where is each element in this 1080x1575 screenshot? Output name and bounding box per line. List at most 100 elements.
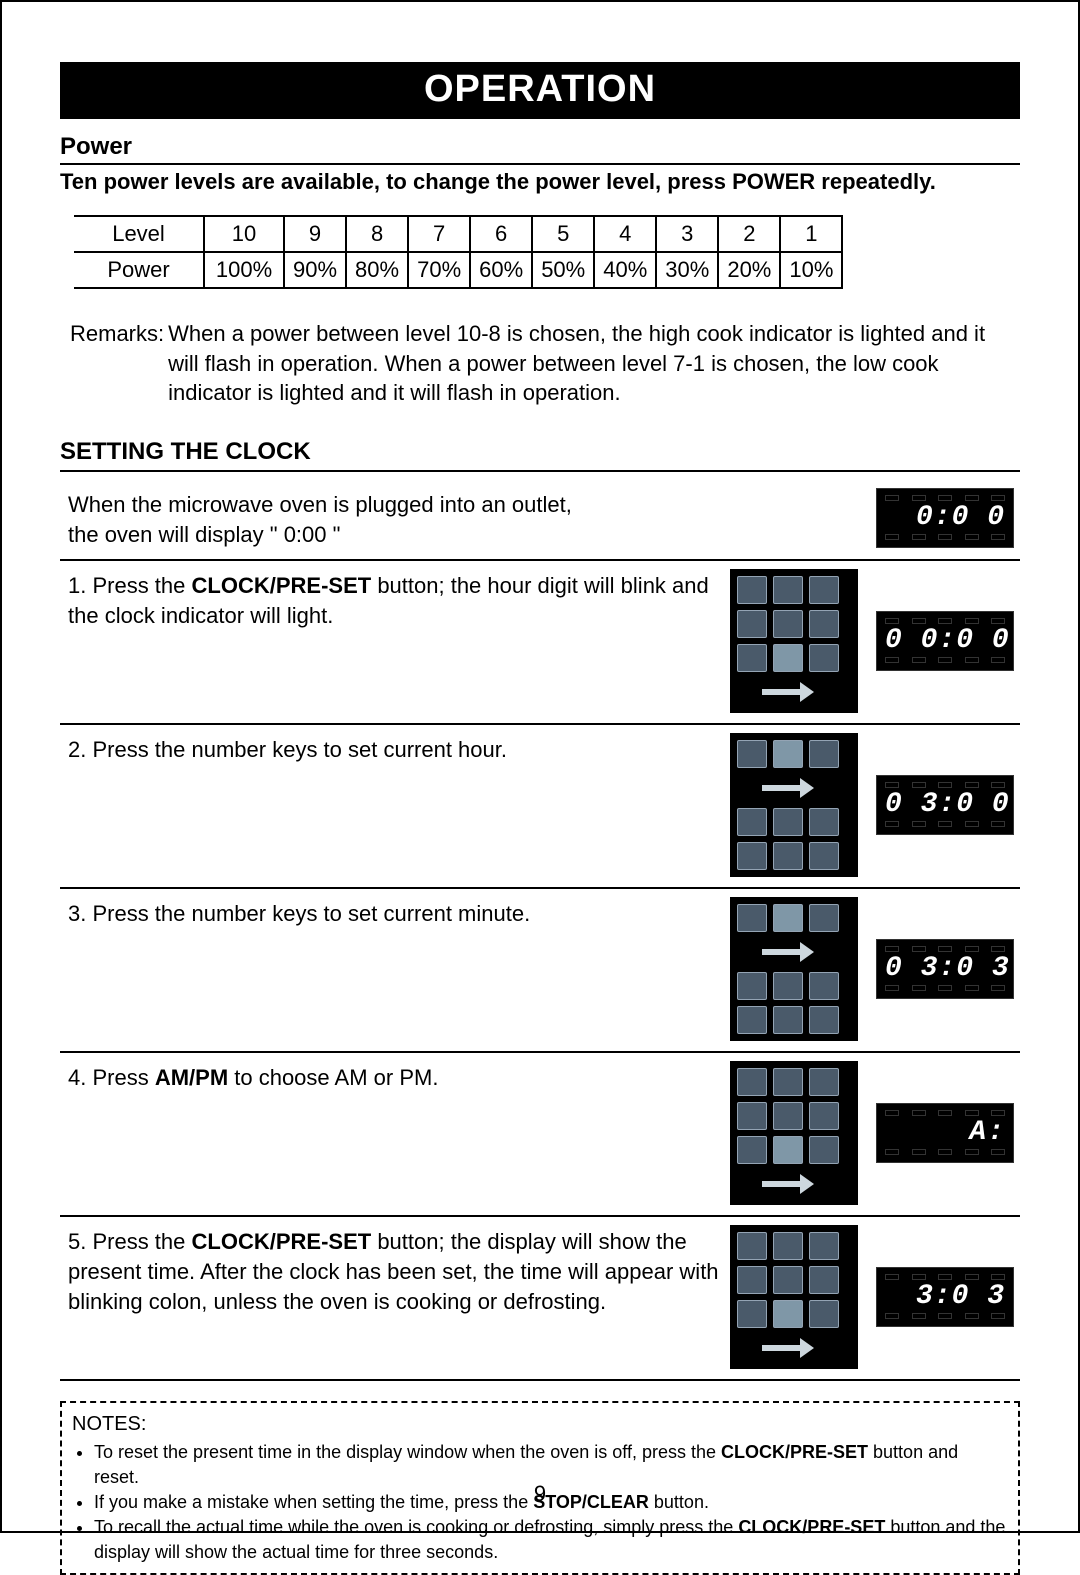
keypad-key	[737, 1266, 767, 1294]
lcd-display: 0 0:0 0	[876, 611, 1014, 671]
keypad-key	[737, 644, 767, 672]
lcd-digits: 3:0 3	[885, 1283, 1005, 1311]
clock-step-row: 4. Press AM/PM to choose AM or PM. A:	[60, 1053, 1020, 1217]
keypad-key	[737, 1102, 767, 1130]
lcd-indicators	[885, 534, 1005, 540]
keypad-key	[737, 842, 767, 870]
clock-step-row: 2. Press the number keys to set current …	[60, 725, 1020, 889]
clock-step-row: 1. Press the CLOCK/PRE-SET button; the h…	[60, 561, 1020, 725]
keypad-key	[809, 1266, 839, 1294]
keypad-key	[773, 842, 803, 870]
cell: 40%	[594, 252, 656, 288]
cell: 10	[204, 216, 284, 252]
lcd-indicators	[885, 985, 1005, 991]
cell: 80%	[346, 252, 408, 288]
keypad-icon	[730, 1225, 858, 1369]
lcd-indicators	[885, 946, 1005, 952]
keypad-key	[773, 610, 803, 638]
keypad-key	[737, 740, 767, 768]
lcd-indicators	[885, 1110, 1005, 1116]
keypad-key	[809, 1102, 839, 1130]
keypad-key	[737, 808, 767, 836]
lcd-indicators	[885, 821, 1005, 827]
lcd-indicators	[885, 1149, 1005, 1155]
keypad-key	[737, 972, 767, 1000]
keypad-icon	[730, 1061, 858, 1205]
cell: 2	[718, 216, 780, 252]
cell: 5	[532, 216, 594, 252]
cell: 10%	[780, 252, 842, 288]
keypad-key	[773, 1300, 803, 1328]
step-visuals: A:	[730, 1061, 1020, 1205]
keypad-key	[809, 644, 839, 672]
lcd-display: 0 3:0 3	[876, 939, 1014, 999]
cell: 9	[284, 216, 346, 252]
remarks-label: Remarks:	[70, 319, 164, 408]
power-description: Ten power levels are available, to chang…	[60, 169, 1020, 195]
step-text: 2. Press the number keys to set current …	[60, 733, 730, 765]
step-text: 4. Press AM/PM to choose AM or PM.	[60, 1061, 730, 1093]
notes-item: To recall the actual time while the oven…	[94, 1515, 1008, 1564]
step-text: 5. Press the CLOCK/PRE-SET button; the d…	[60, 1225, 730, 1316]
step-visuals: 0 0:0 0	[730, 569, 1020, 713]
table-row: Level 10 9 8 7 6 5 4 3 2 1	[74, 216, 842, 252]
cell: 7	[408, 216, 470, 252]
keypad-key	[809, 1300, 839, 1328]
lcd-display: 0 3:0 0	[876, 775, 1014, 835]
keypad-key	[809, 972, 839, 1000]
cell: 1	[780, 216, 842, 252]
keypad-key	[809, 842, 839, 870]
keypad-key	[809, 740, 839, 768]
cell: 100%	[204, 252, 284, 288]
notes-title: NOTES:	[72, 1411, 1008, 1438]
cell: 6	[470, 216, 532, 252]
keypad-key	[773, 1068, 803, 1096]
cell: 90%	[284, 252, 346, 288]
keypad-key	[809, 1006, 839, 1034]
keypad-key	[809, 1136, 839, 1164]
cell: 3	[656, 216, 718, 252]
step-visuals: 0 3:0 0	[730, 733, 1020, 877]
row-label: Level	[74, 216, 204, 252]
lcd-digits: 0 3:0 3	[885, 955, 1005, 983]
cell: 50%	[532, 252, 594, 288]
keypad-key	[773, 972, 803, 1000]
lcd-digits: A:	[885, 1119, 1005, 1147]
keypad-key	[809, 1068, 839, 1096]
keypad-key	[737, 1300, 767, 1328]
lcd-display: 3:0 3	[876, 1267, 1014, 1327]
lcd-digits: 0 0:0 0	[885, 627, 1005, 655]
keypad-key	[773, 1006, 803, 1034]
keypad-key	[737, 1006, 767, 1034]
keypad-key	[773, 1232, 803, 1260]
keypad-key	[773, 1102, 803, 1130]
cell: 20%	[718, 252, 780, 288]
keypad-key	[737, 1136, 767, 1164]
manual-page: OPERATION Power Ten power levels are ava…	[0, 0, 1080, 1533]
lcd-indicators	[885, 618, 1005, 624]
keypad-key	[773, 808, 803, 836]
arrow-icon	[737, 1170, 839, 1198]
keypad-key	[773, 1136, 803, 1164]
step-visuals: 3:0 3	[730, 1225, 1020, 1369]
step-text: 1. Press the CLOCK/PRE-SET button; the h…	[60, 569, 730, 630]
arrow-icon	[737, 1334, 839, 1362]
keypad-key	[773, 904, 803, 932]
power-heading: Power	[60, 133, 1020, 165]
remarks-body: When a power between level 10-8 is chose…	[168, 319, 1010, 408]
step-visuals: 0 3:0 3	[730, 897, 1020, 1041]
keypad-key	[737, 904, 767, 932]
intro-line: the oven will display " 0:00 "	[68, 522, 340, 547]
lcd-digits: 0:0 0	[885, 504, 1005, 532]
lcd-display: A:	[876, 1103, 1014, 1163]
keypad-key	[773, 740, 803, 768]
keypad-key	[809, 576, 839, 604]
page-title: OPERATION	[60, 62, 1020, 119]
row-label: Power	[74, 252, 204, 288]
clock-intro-text: When the microwave oven is plugged into …	[60, 488, 876, 549]
keypad-key	[737, 576, 767, 604]
clock-step-row: 5. Press the CLOCK/PRE-SET button; the d…	[60, 1217, 1020, 1381]
intro-line: When the microwave oven is plugged into …	[68, 492, 572, 517]
intro-visual: 0:0 0	[876, 488, 1020, 548]
power-remarks: Remarks: When a power between level 10-8…	[70, 319, 1010, 408]
